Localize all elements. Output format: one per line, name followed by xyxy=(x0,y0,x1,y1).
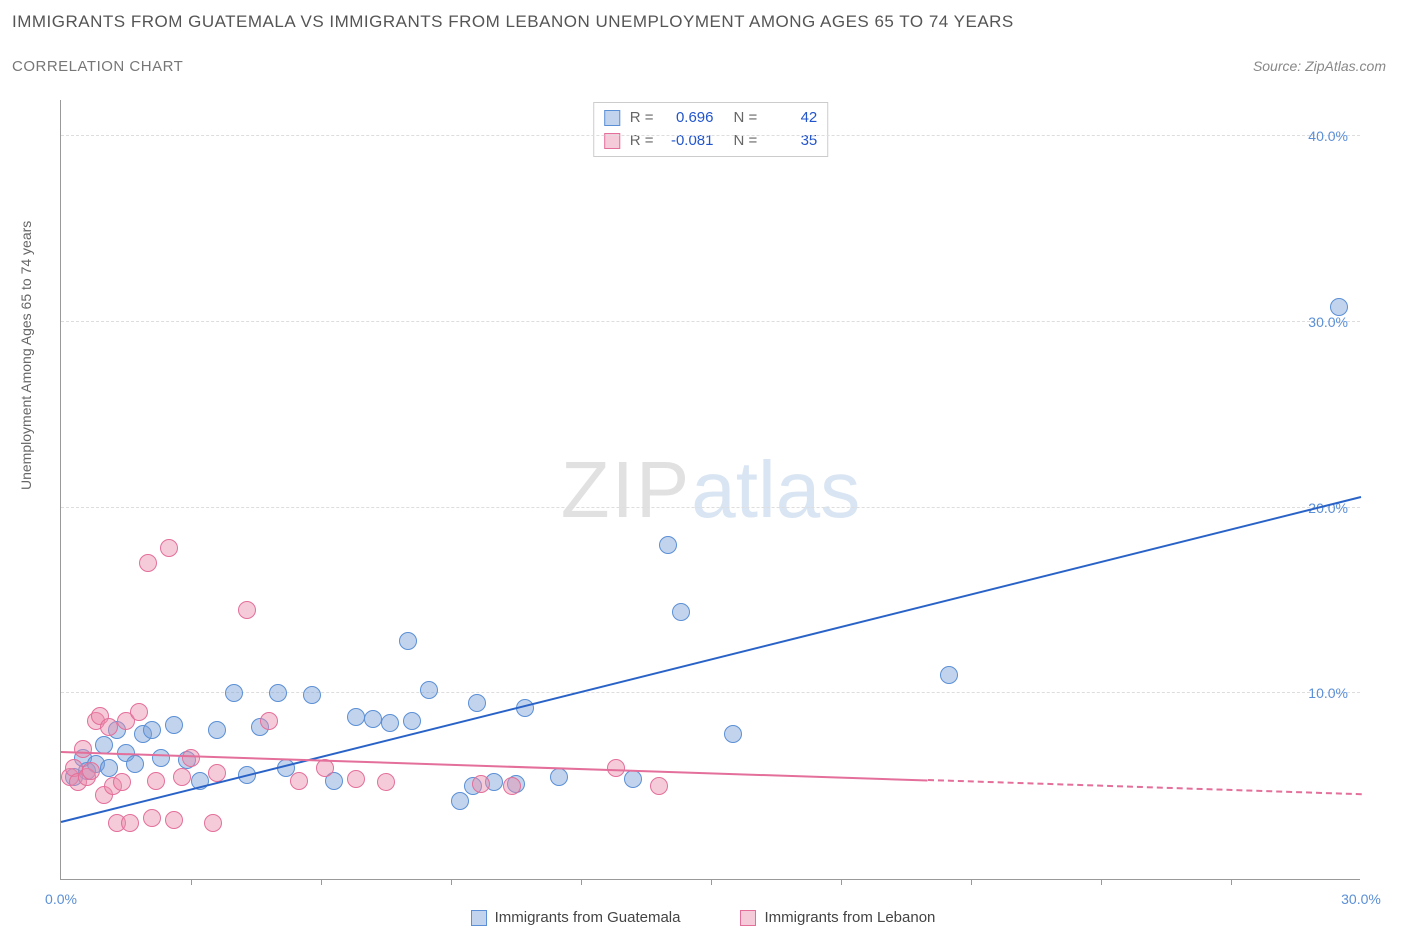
r-value: 0.696 xyxy=(664,107,714,130)
n-value: 42 xyxy=(767,107,817,130)
x-minor-tick xyxy=(321,879,322,885)
scatter-point xyxy=(165,811,183,829)
scatter-point xyxy=(381,714,399,732)
scatter-point xyxy=(82,762,100,780)
legend-label: Immigrants from Guatemala xyxy=(495,909,681,926)
trend-line-dashed xyxy=(928,779,1361,795)
scatter-point xyxy=(451,792,469,810)
x-minor-tick xyxy=(711,879,712,885)
scatter-point xyxy=(182,749,200,767)
scatter-point xyxy=(74,740,92,758)
n-value: 35 xyxy=(767,130,817,153)
scatter-point xyxy=(550,768,568,786)
stats-box: R = 0.696 N = 42 R = -0.081 N = 35 xyxy=(593,102,829,157)
scatter-point xyxy=(472,775,490,793)
n-label: N = xyxy=(734,107,758,130)
x-minor-tick xyxy=(191,879,192,885)
chart-title: IMMIGRANTS FROM GUATEMALA VS IMMIGRANTS … xyxy=(12,12,1014,32)
gridline xyxy=(61,692,1360,693)
scatter-point xyxy=(225,684,243,702)
scatter-point xyxy=(165,716,183,734)
legend-swatch xyxy=(471,910,487,926)
r-label: R = xyxy=(630,107,654,130)
watermark-part1: ZIP xyxy=(561,445,691,534)
scatter-point xyxy=(607,759,625,777)
scatter-point xyxy=(403,712,421,730)
scatter-point xyxy=(126,755,144,773)
x-minor-tick xyxy=(1231,879,1232,885)
x-minor-tick xyxy=(581,879,582,885)
scatter-point xyxy=(100,759,118,777)
scatter-point xyxy=(399,632,417,650)
legend-item: Immigrants from Guatemala xyxy=(471,909,681,926)
scatter-point xyxy=(468,694,486,712)
scatter-point xyxy=(147,772,165,790)
gridline xyxy=(61,507,1360,508)
scatter-point xyxy=(204,814,222,832)
scatter-point xyxy=(724,725,742,743)
y-axis-label: Unemployment Among Ages 65 to 74 years xyxy=(18,221,34,490)
scatter-point xyxy=(940,666,958,684)
r-label: R = xyxy=(630,130,654,153)
scatter-point xyxy=(238,601,256,619)
chart-subtitle: CORRELATION CHART xyxy=(12,58,183,75)
scatter-point xyxy=(347,708,365,726)
scatter-point xyxy=(364,710,382,728)
bottom-legend: Immigrants from Guatemala Immigrants from… xyxy=(0,909,1406,926)
source-label: Source: ZipAtlas.com xyxy=(1253,58,1386,74)
scatter-point xyxy=(208,721,226,739)
scatter-point xyxy=(377,773,395,791)
x-minor-tick xyxy=(971,879,972,885)
watermark: ZIPatlas xyxy=(561,444,860,536)
x-minor-tick xyxy=(451,879,452,885)
stats-row: R = 0.696 N = 42 xyxy=(604,107,818,130)
gridline xyxy=(61,135,1360,136)
legend-label: Immigrants from Lebanon xyxy=(764,909,935,926)
scatter-point xyxy=(303,686,321,704)
scatter-point xyxy=(143,721,161,739)
scatter-point xyxy=(139,554,157,572)
scatter-point xyxy=(100,718,118,736)
scatter-point xyxy=(152,749,170,767)
legend-swatch xyxy=(740,910,756,926)
scatter-point xyxy=(659,536,677,554)
stats-row: R = -0.081 N = 35 xyxy=(604,130,818,153)
x-tick-label: 30.0% xyxy=(1341,891,1381,907)
scatter-point xyxy=(1330,298,1348,316)
n-label: N = xyxy=(734,130,758,153)
scatter-point xyxy=(503,777,521,795)
plot-area: ZIPatlas R = 0.696 N = 42 R = -0.081 N = 35 10.… xyxy=(60,100,1360,880)
y-tick-label: 30.0% xyxy=(1308,314,1348,330)
scatter-point xyxy=(290,772,308,790)
scatter-point xyxy=(269,684,287,702)
scatter-point xyxy=(260,712,278,730)
y-tick-label: 40.0% xyxy=(1308,128,1348,144)
scatter-point xyxy=(347,770,365,788)
scatter-point xyxy=(121,814,139,832)
legend-swatch xyxy=(604,110,620,126)
x-tick-label: 0.0% xyxy=(45,891,77,907)
r-value: -0.081 xyxy=(664,130,714,153)
scatter-point xyxy=(650,777,668,795)
scatter-point xyxy=(624,770,642,788)
scatter-point xyxy=(113,773,131,791)
scatter-point xyxy=(173,768,191,786)
scatter-point xyxy=(143,809,161,827)
scatter-point xyxy=(672,603,690,621)
x-minor-tick xyxy=(1101,879,1102,885)
scatter-point xyxy=(160,539,178,557)
gridline xyxy=(61,321,1360,322)
watermark-part2: atlas xyxy=(691,445,860,534)
y-tick-label: 10.0% xyxy=(1308,685,1348,701)
x-minor-tick xyxy=(841,879,842,885)
scatter-point xyxy=(130,703,148,721)
scatter-point xyxy=(420,681,438,699)
legend-item: Immigrants from Lebanon xyxy=(740,909,935,926)
